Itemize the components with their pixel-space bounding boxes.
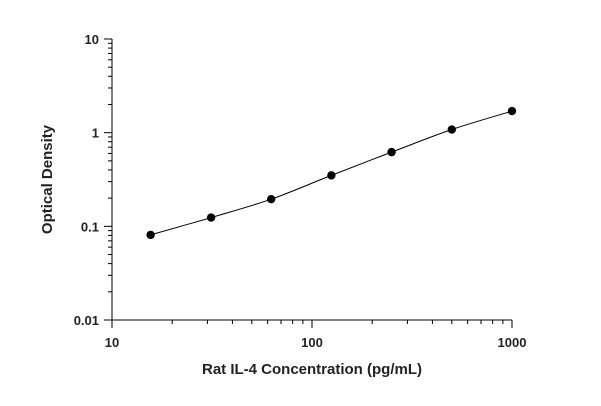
y-axis-title: Optical Density — [39, 124, 56, 234]
x-tick-label: 1000 — [498, 335, 527, 350]
data-points — [146, 106, 517, 240]
data-point-3 — [327, 171, 336, 180]
x-tick-label: 100 — [301, 335, 323, 350]
x-axis-title: Rat IL-4 Concentration (pg/mL) — [202, 361, 422, 378]
x-ticks: 10 100 1000 — [105, 320, 527, 350]
data-point-0 — [146, 230, 155, 240]
data-point-1 — [206, 213, 216, 222]
y-tick-label: 0.01 — [74, 313, 99, 328]
y-tick-label: 0.1 — [81, 219, 99, 234]
data-point-6 — [507, 106, 517, 116]
x-tick-label: 10 — [105, 335, 119, 350]
data-point-5 — [447, 125, 456, 134]
data-point-4 — [387, 147, 396, 157]
y-ticks: 0.01 0.1 1 10 — [74, 32, 112, 328]
y-tick-label: 10 — [85, 32, 99, 47]
data-point-2 — [266, 194, 276, 204]
axes — [111, 39, 512, 321]
y-tick-label: 1 — [92, 126, 99, 141]
